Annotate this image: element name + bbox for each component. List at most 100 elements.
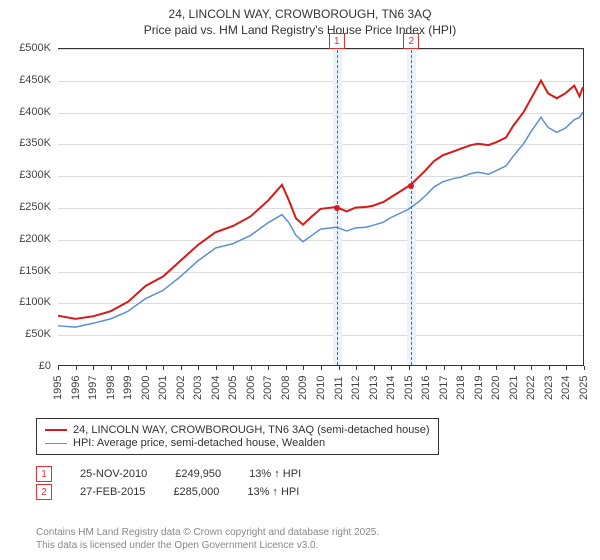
x-tick-label: 1998 — [105, 376, 117, 400]
data-marker — [408, 183, 414, 189]
sale-price: £285,000 — [173, 486, 219, 498]
y-tick-label: £50K — [25, 328, 51, 340]
x-tick-label: 2000 — [140, 376, 152, 400]
y-tick-label: £250K — [19, 201, 51, 213]
x-tick — [286, 366, 287, 370]
x-tick-label: 2008 — [280, 376, 292, 400]
x-tick — [146, 366, 147, 370]
attribution-line: Contains HM Land Registry data © Crown c… — [36, 527, 379, 540]
x-tick — [58, 366, 59, 370]
sale-row: 1 25-NOV-2010 £249,950 13% ↑ HPI — [36, 466, 301, 482]
x-tick — [111, 366, 112, 370]
y-tick-label: £450K — [19, 74, 51, 86]
x-tick-label: 2018 — [455, 376, 467, 400]
x-tick — [321, 366, 322, 370]
x-tick-label: 2011 — [333, 376, 345, 400]
x-axis-labels: 1995199619971998199920002001200220032004… — [58, 368, 584, 408]
x-tick-label: 2004 — [210, 376, 222, 400]
x-tick — [76, 366, 77, 370]
x-tick — [566, 366, 567, 370]
x-tick — [93, 366, 94, 370]
x-tick — [391, 366, 392, 370]
sale-flag: 1 — [36, 466, 52, 482]
x-tick-label: 2015 — [403, 376, 415, 400]
x-tick — [128, 366, 129, 370]
attribution: Contains HM Land Registry data © Crown c… — [36, 527, 379, 552]
y-tick-label: £0 — [39, 360, 51, 372]
title-line-2: Price paid vs. HM Land Registry's House … — [0, 22, 600, 38]
sales-table: 1 25-NOV-2010 £249,950 13% ↑ HPI 2 27-FE… — [36, 464, 301, 502]
x-tick — [444, 366, 445, 370]
x-tick — [496, 366, 497, 370]
series-line-price_paid — [58, 81, 583, 319]
x-tick — [356, 366, 357, 370]
legend: 24, LINCOLN WAY, CROWBOROUGH, TN6 3AQ (s… — [36, 418, 439, 455]
x-tick-label: 2001 — [157, 376, 169, 400]
x-tick-label: 2012 — [350, 376, 362, 400]
legend-swatch — [45, 429, 67, 431]
x-tick-label: 2025 — [578, 376, 590, 400]
x-tick-label: 2003 — [192, 376, 204, 400]
sale-price: £249,950 — [175, 468, 221, 480]
flag-box: 2 — [403, 33, 419, 49]
x-tick — [409, 366, 410, 370]
x-tick-label: 2021 — [508, 376, 520, 400]
x-tick-label: 2009 — [297, 376, 309, 400]
x-tick — [461, 366, 462, 370]
x-tick — [303, 366, 304, 370]
x-tick-label: 2023 — [543, 376, 555, 400]
x-tick — [426, 366, 427, 370]
x-tick — [216, 366, 217, 370]
x-tick-label: 2010 — [315, 376, 327, 400]
y-tick-label: £100K — [19, 296, 51, 308]
x-tick-label: 2013 — [368, 376, 380, 400]
flag-line — [411, 35, 412, 365]
line-svg — [58, 49, 583, 365]
sale-delta: 13% ↑ HPI — [247, 486, 299, 498]
x-tick-label: 2016 — [420, 376, 432, 400]
y-tick-label: £200K — [19, 233, 51, 245]
x-tick — [531, 366, 532, 370]
title-line-1: 24, LINCOLN WAY, CROWBOROUGH, TN6 3AQ — [0, 6, 600, 22]
x-tick-label: 2005 — [227, 376, 239, 400]
sale-date: 25-NOV-2010 — [80, 468, 147, 480]
x-tick-label: 2006 — [245, 376, 257, 400]
legend-swatch — [45, 443, 67, 444]
x-tick — [339, 366, 340, 370]
sale-flag: 2 — [36, 484, 52, 500]
x-tick-label: 2007 — [262, 376, 274, 400]
x-tick-label: 2020 — [490, 376, 502, 400]
legend-label: 24, LINCOLN WAY, CROWBOROUGH, TN6 3AQ (s… — [73, 424, 430, 436]
legend-item: 24, LINCOLN WAY, CROWBOROUGH, TN6 3AQ (s… — [45, 424, 430, 436]
y-tick-label: £300K — [19, 169, 51, 181]
legend-label: HPI: Average price, semi-detached house,… — [73, 437, 325, 449]
y-tick-label: £400K — [19, 106, 51, 118]
x-tick — [374, 366, 375, 370]
legend-item: HPI: Average price, semi-detached house,… — [45, 437, 430, 449]
attribution-line: This data is licensed under the Open Gov… — [36, 540, 379, 553]
x-tick — [181, 366, 182, 370]
flag-box: 1 — [329, 33, 345, 49]
x-tick — [233, 366, 234, 370]
x-tick — [584, 366, 585, 370]
x-tick-label: 1995 — [52, 376, 64, 400]
x-tick-label: 2014 — [385, 376, 397, 400]
y-axis-labels: £0£50K£100K£150K£200K£250K£300K£350K£400… — [0, 48, 54, 366]
y-tick-label: £150K — [19, 265, 51, 277]
x-tick-label: 2022 — [525, 376, 537, 400]
x-tick-label: 2002 — [175, 376, 187, 400]
x-tick — [268, 366, 269, 370]
sale-delta: 13% ↑ HPI — [249, 468, 301, 480]
x-tick — [514, 366, 515, 370]
x-tick-label: 2024 — [560, 376, 572, 400]
x-tick-label: 2019 — [473, 376, 485, 400]
sale-date: 27-FEB-2015 — [80, 486, 145, 498]
x-tick — [479, 366, 480, 370]
x-tick-label: 1999 — [122, 376, 134, 400]
y-tick-label: £350K — [19, 137, 51, 149]
flag-line — [337, 35, 338, 365]
y-tick-label: £500K — [19, 42, 51, 54]
chart-container: 24, LINCOLN WAY, CROWBOROUGH, TN6 3AQ Pr… — [0, 0, 600, 560]
x-tick-label: 1996 — [70, 376, 82, 400]
data-marker — [334, 205, 340, 211]
